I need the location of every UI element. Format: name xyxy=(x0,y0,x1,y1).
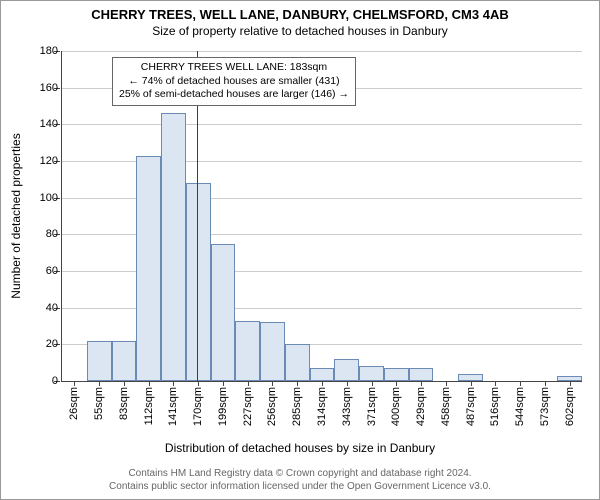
gridline xyxy=(62,124,582,125)
y-tick-label: 20 xyxy=(28,338,58,350)
x-tick-label: 400sqm xyxy=(390,387,402,426)
x-tick-label: 55sqm xyxy=(93,387,105,420)
x-tick-label: 141sqm xyxy=(167,387,179,426)
x-tick-label: 227sqm xyxy=(242,387,254,426)
footer-attribution: Contains HM Land Registry data © Crown c… xyxy=(1,467,599,493)
plot-region: 02040608010012014016018026sqm55sqm83sqm1… xyxy=(61,51,582,382)
footer-line-1: Contains HM Land Registry data © Crown c… xyxy=(1,467,599,480)
annotation-line-1: CHERRY TREES WELL LANE: 183sqm xyxy=(119,61,349,75)
chart-subtitle: Size of property relative to detached ho… xyxy=(1,24,599,38)
x-tick-label: 458sqm xyxy=(440,387,452,426)
footer-line-2: Contains public sector information licen… xyxy=(1,480,599,493)
histogram-bar xyxy=(285,344,310,381)
x-tick-label: 487sqm xyxy=(465,387,477,426)
annotation-line-2: ← 74% of detached houses are smaller (43… xyxy=(119,75,349,89)
histogram-bar xyxy=(334,359,359,381)
x-tick-label: 112sqm xyxy=(143,387,155,425)
x-tick-label: 314sqm xyxy=(316,387,328,426)
x-tick-label: 285sqm xyxy=(291,387,303,426)
y-tick-label: 180 xyxy=(28,45,58,57)
y-tick-label: 160 xyxy=(28,82,58,94)
x-tick-label: 343sqm xyxy=(341,387,353,426)
y-axis-label: Number of detached properties xyxy=(9,133,23,298)
histogram-bar xyxy=(186,183,211,381)
histogram-bar xyxy=(87,341,112,381)
y-tick-label: 80 xyxy=(28,228,58,240)
histogram-bar xyxy=(384,368,409,381)
y-tick-label: 60 xyxy=(28,265,58,277)
x-axis-label: Distribution of detached houses by size … xyxy=(1,441,599,455)
histogram-bar xyxy=(211,244,236,382)
y-tick-label: 120 xyxy=(28,155,58,167)
x-tick-label: 83sqm xyxy=(118,387,130,420)
histogram-bar xyxy=(310,368,335,381)
x-tick-label: 573sqm xyxy=(539,387,551,426)
gridline xyxy=(62,51,582,52)
annotation-line-3: 25% of semi-detached houses are larger (… xyxy=(119,88,349,102)
y-tick-label: 40 xyxy=(28,302,58,314)
y-tick-label: 100 xyxy=(28,192,58,204)
x-tick-label: 602sqm xyxy=(564,387,576,426)
x-tick-label: 26sqm xyxy=(68,387,80,420)
x-tick-label: 256sqm xyxy=(266,387,278,426)
chart-title: CHERRY TREES, WELL LANE, DANBURY, CHELMS… xyxy=(1,7,599,22)
y-tick-label: 0 xyxy=(28,375,58,387)
x-tick-label: 429sqm xyxy=(415,387,427,426)
histogram-bar xyxy=(458,374,483,381)
x-tick-label: 371sqm xyxy=(366,387,378,426)
y-tick-label: 140 xyxy=(28,118,58,130)
x-tick-label: 516sqm xyxy=(489,387,501,426)
histogram-bar xyxy=(359,366,384,381)
histogram-bar xyxy=(235,321,260,382)
chart-area: 02040608010012014016018026sqm55sqm83sqm1… xyxy=(61,51,581,381)
annotation-box: CHERRY TREES WELL LANE: 183sqm← 74% of d… xyxy=(112,57,356,106)
x-tick-label: 199sqm xyxy=(217,387,229,426)
histogram-bar xyxy=(112,341,137,381)
histogram-bar xyxy=(136,156,161,382)
histogram-bar xyxy=(409,368,434,381)
chart-container: CHERRY TREES, WELL LANE, DANBURY, CHELMS… xyxy=(0,0,600,500)
histogram-bar xyxy=(260,322,285,381)
x-tick-label: 170sqm xyxy=(192,387,204,426)
x-tick-label: 544sqm xyxy=(514,387,526,426)
histogram-bar xyxy=(161,113,186,381)
